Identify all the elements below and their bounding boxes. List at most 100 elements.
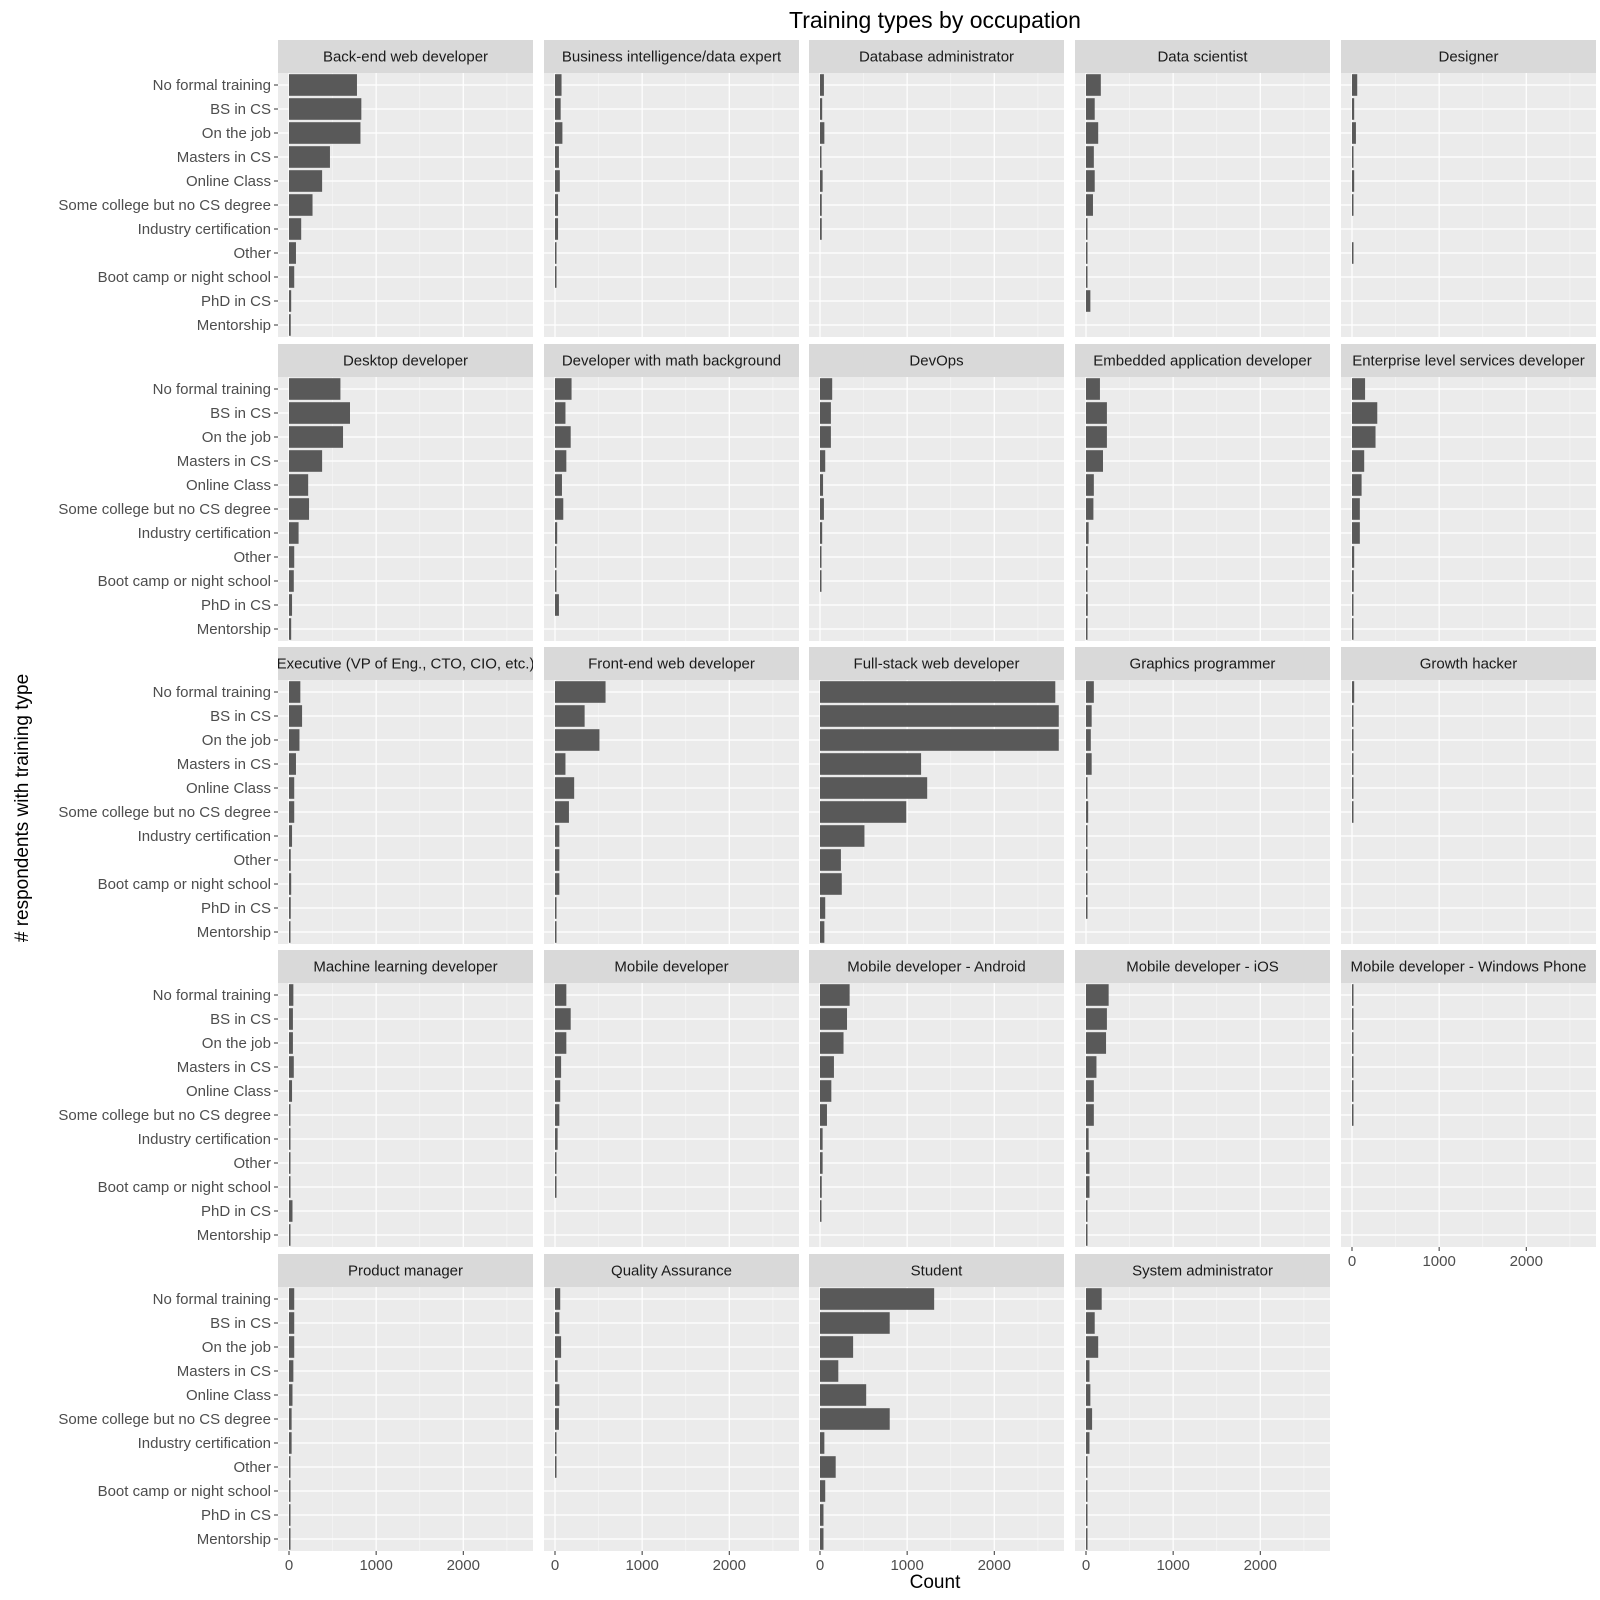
bar-on-the-job — [820, 1032, 844, 1054]
panel-strip — [544, 647, 799, 680]
bar-masters-in-cs — [555, 1056, 562, 1078]
bar-boot-camp-or-night-school — [289, 873, 292, 895]
bar-mentorship — [289, 921, 291, 943]
bar-some-college-but-no-cs-degree — [555, 1408, 559, 1430]
x-tick-label: 0 — [285, 1557, 293, 1574]
bar-masters-in-cs — [289, 1360, 294, 1382]
panel-title: System administrator — [1132, 1263, 1273, 1280]
bar-online-class — [1086, 170, 1095, 192]
panel-strip — [278, 40, 533, 73]
x-axis-col-1: 0 1000 2000 — [285, 1551, 480, 1574]
panel-executive-vp-of-eng-cto-cio-etc: Executive (VP of Eng., CTO, CIO, etc.) — [277, 647, 535, 944]
bar-mentorship — [555, 921, 557, 943]
x-tick-label: 2000 — [713, 1557, 746, 1574]
bar-on-the-job — [820, 122, 825, 144]
bar-other — [555, 1152, 557, 1174]
bar-no-formal-training — [1352, 681, 1355, 703]
panel-strip — [1075, 647, 1330, 680]
panel-student: Student — [809, 1254, 1064, 1551]
bar-on-the-job — [820, 1336, 854, 1358]
bar-other — [289, 1152, 291, 1174]
bar-industry-certification — [289, 1432, 292, 1454]
panel-strip — [544, 344, 799, 377]
bar-on-the-job — [289, 426, 344, 448]
bar-online-class — [820, 777, 928, 799]
panel-machine-learning-developer: Machine learning developer — [278, 950, 533, 1247]
x-tick-label: 1000 — [359, 1557, 392, 1574]
y-tick-label: No formal training — [153, 684, 271, 701]
x-tick-label: 2000 — [447, 1557, 480, 1574]
panel-strip — [1341, 344, 1596, 377]
y-tick-label: BS in CS — [210, 708, 271, 725]
bar-no-formal-training — [1352, 984, 1354, 1006]
bar-industry-certification — [289, 1128, 291, 1150]
panel-strip — [1075, 344, 1330, 377]
x-tick-label: 1000 — [1422, 1253, 1455, 1270]
bar-some-college-but-no-cs-degree — [555, 194, 559, 216]
bar-boot-camp-or-night-school — [820, 1480, 826, 1502]
y-tick-label: Boot camp or night school — [98, 269, 271, 286]
y-tick-label: Masters in CS — [177, 1363, 271, 1380]
y-tick-label: Mentorship — [197, 1227, 271, 1244]
x-tick-label: 2000 — [1244, 1557, 1277, 1574]
x-axes: 0 1000 2000 0 1000 2000 0 1000 2000 0 1000 2000 0 100… — [285, 1247, 1543, 1574]
bar-on-the-job — [289, 729, 300, 751]
bar-on-the-job — [289, 1032, 293, 1054]
panel-mobile-developer: Mobile developer — [544, 950, 799, 1247]
panel-enterprise-level-services-developer: Enterprise level services developer — [1341, 344, 1596, 641]
bar-boot-camp-or-night-school — [289, 266, 295, 288]
y-tick-label: Online Class — [186, 173, 271, 190]
y-tick-label: Some college but no CS degree — [58, 1107, 271, 1124]
panel-title: Executive (VP of Eng., CTO, CIO, etc.) — [277, 656, 535, 673]
bar-on-the-job — [820, 729, 1059, 751]
bar-online-class — [820, 1080, 832, 1102]
bar-some-college-but-no-cs-degree — [289, 1408, 292, 1430]
bar-some-college-but-no-cs-degree — [1352, 194, 1354, 216]
panel-strip — [544, 1254, 799, 1287]
bar-masters-in-cs — [1352, 1056, 1354, 1078]
bar-industry-certification — [820, 1432, 825, 1454]
panel-title: Business intelligence/data expert — [562, 49, 782, 66]
bar-masters-in-cs — [1086, 146, 1094, 168]
bar-mentorship — [1352, 618, 1354, 640]
bar-mentorship — [289, 618, 292, 640]
y-tick-label: Boot camp or night school — [98, 1179, 271, 1196]
bar-bs-in-cs — [555, 402, 566, 424]
bar-bs-in-cs — [555, 1008, 571, 1030]
bar-bs-in-cs — [555, 705, 585, 727]
bar-boot-camp-or-night-school — [820, 873, 842, 895]
bar-other — [289, 242, 296, 264]
panel-title: Mobile developer - Windows Phone — [1351, 959, 1587, 976]
bar-masters-in-cs — [820, 753, 922, 775]
panel-strip — [809, 344, 1064, 377]
bar-bs-in-cs — [1352, 402, 1378, 424]
bar-on-the-job — [1086, 122, 1099, 144]
bar-on-the-job — [1086, 426, 1107, 448]
bar-bs-in-cs — [289, 98, 362, 120]
bar-masters-in-cs — [1086, 1360, 1090, 1382]
bar-online-class — [289, 777, 295, 799]
bar-some-college-but-no-cs-degree — [1086, 801, 1089, 823]
bar-industry-certification — [555, 1128, 558, 1150]
bar-some-college-but-no-cs-degree — [1352, 801, 1354, 823]
bar-other — [1352, 546, 1355, 568]
bar-on-the-job — [1352, 729, 1354, 751]
y-tick-label: Industry certification — [138, 221, 271, 238]
bar-bs-in-cs — [820, 402, 831, 424]
bar-no-formal-training — [289, 74, 357, 96]
bar-phd-in-cs — [1352, 594, 1354, 616]
panel-title: Data scientist — [1157, 49, 1248, 66]
bar-phd-in-cs — [1086, 1200, 1088, 1222]
bar-bs-in-cs — [820, 1008, 848, 1030]
bar-bs-in-cs — [820, 705, 1059, 727]
panel-title: Graphics programmer — [1130, 656, 1276, 673]
bar-phd-in-cs — [289, 897, 291, 919]
bar-masters-in-cs — [289, 1056, 294, 1078]
bar-on-the-job — [1086, 1032, 1107, 1054]
bar-bs-in-cs — [555, 98, 561, 120]
panel-strip — [1341, 647, 1596, 680]
bar-bs-in-cs — [289, 705, 303, 727]
bar-other — [820, 849, 841, 871]
panel-title: Designer — [1438, 49, 1498, 66]
bar-bs-in-cs — [1086, 1008, 1107, 1030]
